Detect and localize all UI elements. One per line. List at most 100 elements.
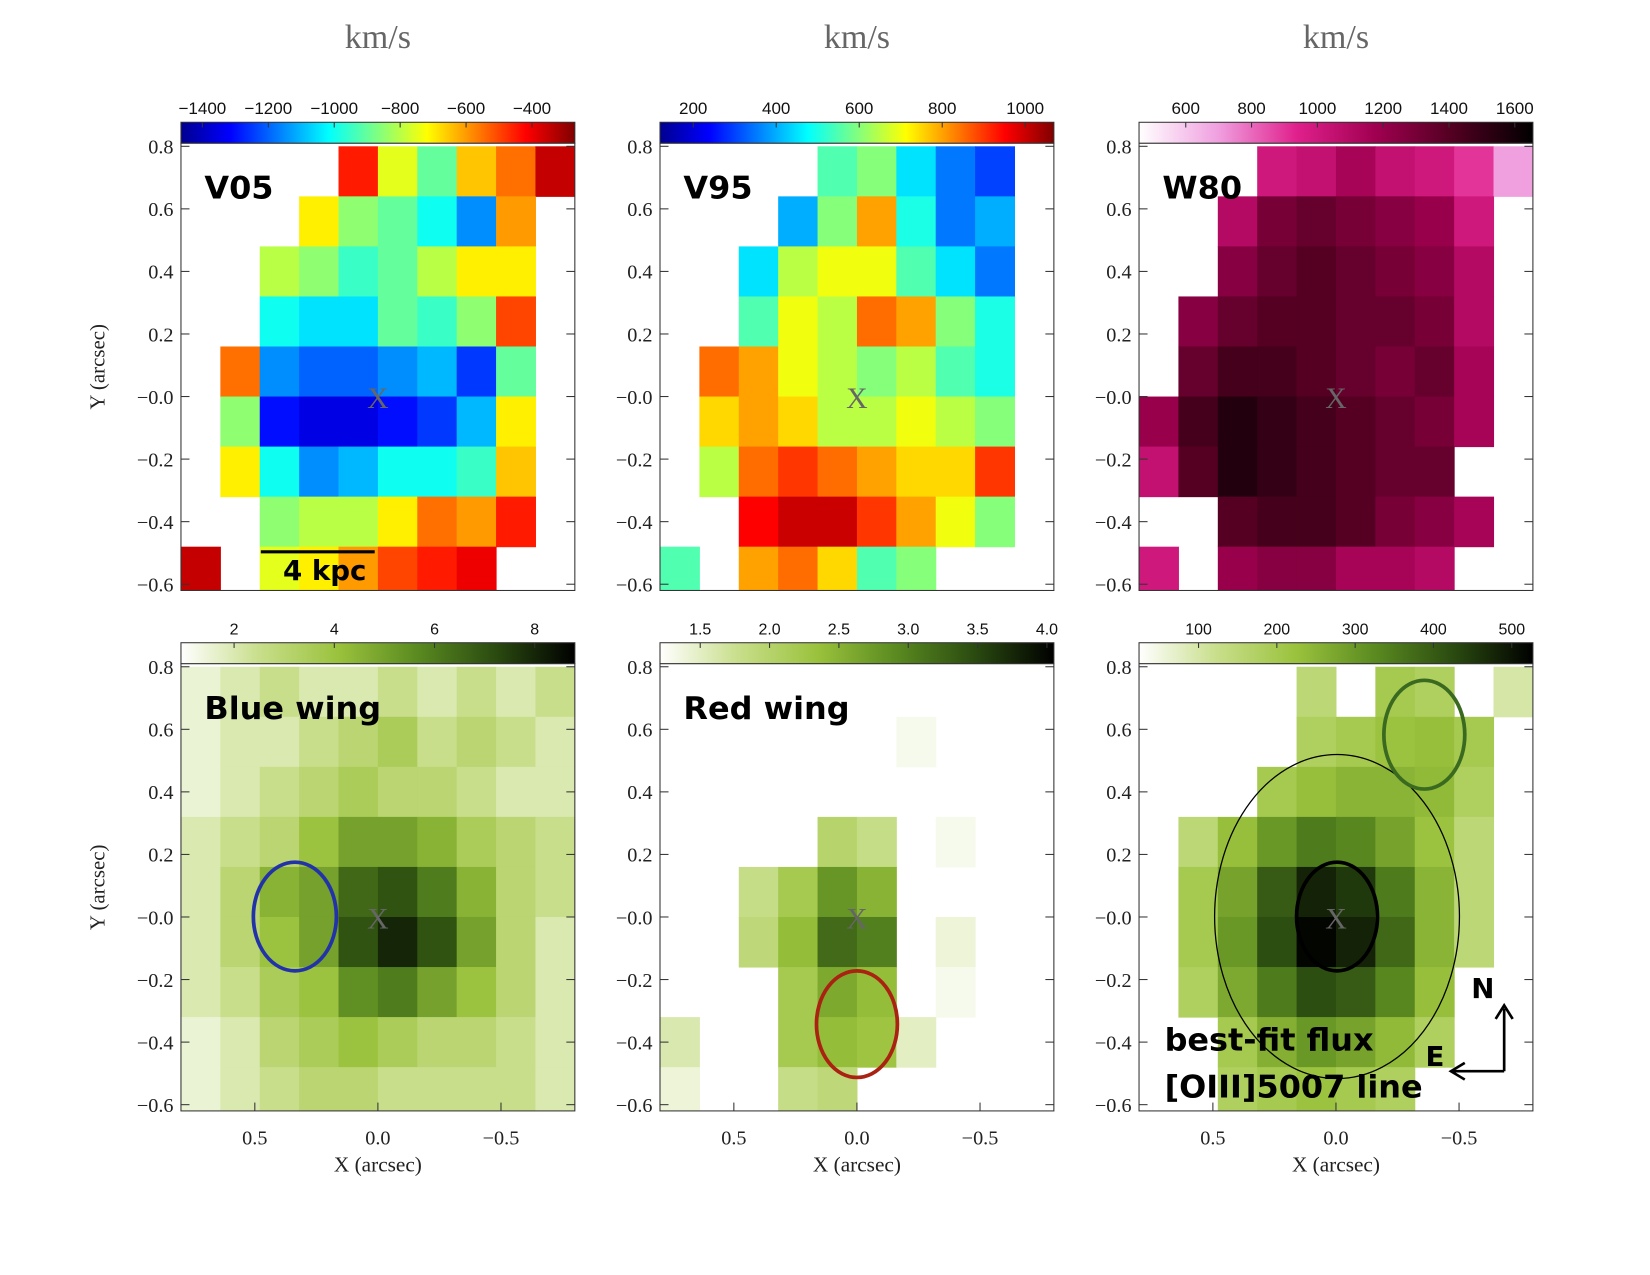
pixel: [377, 866, 418, 918]
pixel: [1375, 716, 1416, 768]
pixel: [1375, 446, 1416, 498]
pixel: [896, 716, 937, 768]
pixel: [817, 916, 858, 968]
pixel: [417, 446, 458, 498]
pixel: [896, 1017, 937, 1068]
pixel: [856, 246, 897, 297]
y-tick-label: −0.6: [616, 1095, 653, 1117]
pixel: [259, 546, 300, 591]
y-tick-label: 0.2: [627, 324, 652, 346]
pixel: [1335, 146, 1376, 197]
colorbar-unit: km/s: [824, 19, 890, 56]
pixel: [1296, 766, 1337, 818]
colorbar-tick-label: 2.5: [828, 621, 850, 638]
pixel: [1257, 866, 1298, 918]
pixel: [299, 246, 340, 297]
y-tick-label: 0.6: [148, 720, 173, 742]
pixel: [1414, 246, 1455, 297]
pixel: [1139, 446, 1179, 498]
pixel: [975, 496, 1016, 548]
colorbar-tick-label: 1200: [1364, 99, 1402, 118]
pixel: [496, 196, 536, 247]
pixel: [299, 666, 340, 718]
pixel: [1414, 967, 1455, 1018]
east-arrowhead: [1448, 1061, 1466, 1081]
pixel: [1335, 916, 1376, 968]
pixel: [1296, 446, 1337, 498]
pixel: [1257, 196, 1298, 247]
pixel: [1414, 546, 1455, 591]
pixel: [1178, 446, 1219, 498]
pixel: [1454, 766, 1495, 818]
pixel: [1217, 1067, 1258, 1111]
pixel: [417, 146, 458, 197]
pixel: [496, 967, 536, 1018]
panel-label: Blue wing: [204, 691, 381, 727]
y-tick-label: 0.4: [1106, 782, 1131, 804]
pixel: [496, 916, 536, 968]
pixel: [1414, 346, 1455, 398]
pixel: [1178, 346, 1219, 398]
pixel: [1375, 346, 1416, 398]
colorbar: [1138, 121, 1534, 144]
pixel: [338, 196, 379, 247]
pixel: [417, 666, 458, 718]
pixel: [1335, 446, 1376, 498]
pixel: [377, 296, 418, 348]
pixel: [338, 1067, 379, 1111]
pixel: [377, 816, 418, 868]
pixel: [1375, 866, 1416, 918]
pixel: [1375, 496, 1416, 548]
pixel: [738, 546, 779, 591]
pixel: [1217, 967, 1258, 1018]
pixel: [975, 146, 1016, 197]
pixel: [1414, 496, 1455, 548]
pixel: [456, 666, 497, 718]
pixel: [1296, 246, 1337, 297]
pixel: [817, 146, 858, 197]
pixel: [817, 496, 858, 548]
colorbar-tick-label: 8: [530, 621, 539, 638]
y-tick-label: −0.0: [137, 907, 174, 929]
x-tick-label: −0.5: [1441, 1128, 1478, 1150]
y-tick-label: −0.0: [616, 387, 653, 409]
pixel: [1217, 246, 1258, 297]
pixel: [1296, 346, 1337, 398]
colorbar-tick-label: 300: [1342, 621, 1369, 638]
pixel: [1454, 396, 1495, 448]
pixel: [417, 866, 458, 918]
pixel: [1454, 916, 1495, 968]
pixel: [1493, 146, 1533, 197]
colorbar-tick-label: −800: [381, 99, 419, 118]
pixel: [1375, 396, 1416, 448]
pixel: [535, 916, 575, 968]
colorbar-tick-label: −600: [447, 99, 485, 118]
pixel: [699, 346, 740, 398]
pixel: [856, 1017, 897, 1068]
pixel: [778, 196, 819, 247]
pixel: [896, 146, 937, 197]
pixel: [1414, 916, 1455, 968]
y-tick-label: 0.8: [148, 137, 173, 159]
pixel: [935, 446, 976, 498]
pixel: [496, 766, 536, 818]
pixel: [1335, 1017, 1376, 1068]
pixel: [456, 1067, 497, 1111]
pixel: [338, 496, 379, 548]
pixel: [1257, 296, 1298, 348]
colorbar-tick-label: 2.0: [758, 621, 780, 638]
colorbar-tick-label: 500: [1498, 621, 1525, 638]
pixel: [338, 766, 379, 818]
pixel: [259, 246, 300, 297]
y-tick-label: −0.2: [137, 970, 174, 992]
pixel: [338, 967, 379, 1018]
pixel: [1139, 546, 1179, 591]
center-marker: X: [367, 904, 389, 936]
pixel: [856, 296, 897, 348]
pixel: [1454, 346, 1495, 398]
pixel: [259, 666, 300, 718]
pixel: [259, 346, 300, 398]
pixel: [299, 766, 340, 818]
x-tick-label: 0.0: [844, 1128, 869, 1150]
